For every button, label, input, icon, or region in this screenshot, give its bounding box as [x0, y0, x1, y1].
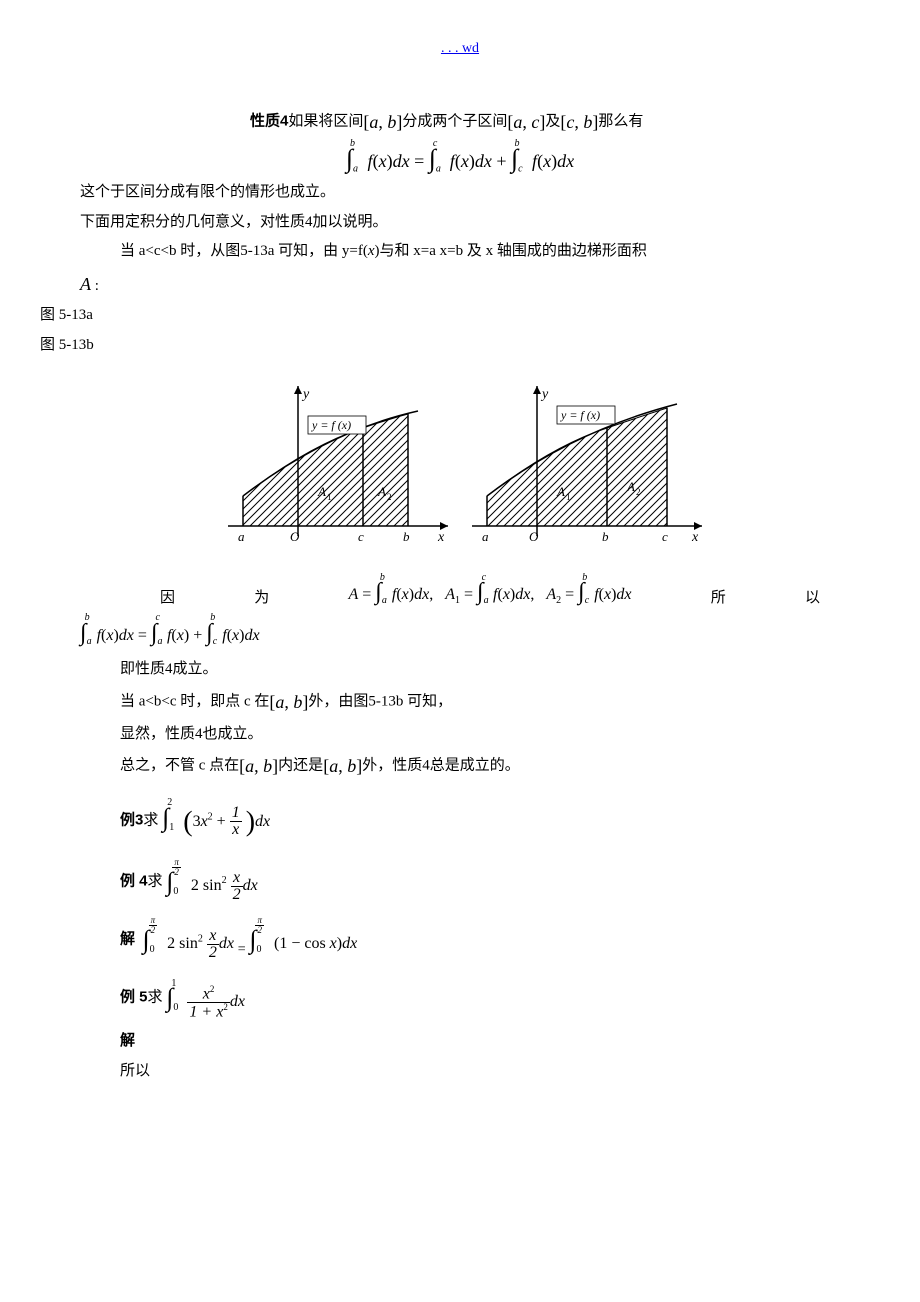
svg-text:A: A	[317, 484, 326, 499]
line-obvious: 显然，性质4也成立。	[80, 722, 840, 748]
summary-t1: 总之，不管 c 点在	[120, 758, 239, 774]
fig-a-label: 图 5-13a	[40, 303, 840, 329]
svg-text:x: x	[437, 530, 445, 545]
ex5-formula: ∫01 x2 1 + x2 dx	[166, 976, 245, 1020]
example-4-solution: 解 ∫0π2 2 sin2 x2dx = ∫0π2 (1 − cos x)dx	[80, 918, 840, 962]
line-finite: 这个于区间分成有限个的情形也成立。	[80, 180, 840, 206]
interval-ab: [a, b]	[363, 107, 402, 138]
property4-line: 性质4如果将区间[a, b]分成两个子区间[a, c]及[c, b]那么有	[80, 107, 840, 138]
solution-label: 解	[80, 1028, 840, 1055]
svg-text:y: y	[540, 387, 549, 402]
svg-text:A: A	[556, 484, 565, 499]
summary-t2: 内还是	[278, 758, 323, 774]
case2-t1: 当 a<b<c 时，即点 c 在	[120, 694, 269, 710]
ex3-formula: ∫12 (3x2 + 1x )dx	[162, 796, 270, 846]
case1-fx: (x)	[363, 239, 380, 265]
line-prop4-ok: 即性质4成立。	[80, 657, 840, 683]
ex3-label: 例3	[120, 811, 143, 828]
because-so-line: 因 为 A = ∫abf(x)dx, A1 = ∫acf(x)dx, A2 = …	[80, 579, 840, 606]
ex4-sol-lhs: ∫0π2 2 sin2 x2dx	[143, 918, 234, 962]
ex4-sol-rhs: ∫0π2 (1 − cos x)dx	[249, 918, 357, 962]
figures-container: y x a O c b A 1 A 2 y = f (x) y x a O	[80, 376, 840, 561]
ex4-sol-eq: =	[238, 938, 246, 962]
property4-text3: 及	[545, 114, 560, 130]
because-wei: 为	[254, 586, 269, 607]
example-3: 例3求 ∫12 (3x2 + 1x )dx	[80, 796, 840, 846]
line-formula2: ∫abf(x)dx = ∫acf(x) + ∫cbf(x)dx	[80, 613, 840, 654]
svg-text:y = f (x): y = f (x)	[311, 418, 351, 432]
svg-text:O: O	[529, 529, 539, 544]
line-summary: 总之，不管 c 点在[a, b]内还是[a, b]外，性质4总是成立的。	[80, 751, 840, 782]
svg-text:c: c	[662, 529, 668, 544]
header-link-text[interactable]: . . . wd	[441, 41, 479, 56]
figure-5-13b: y x a O b c A 1 A 2 y = f (x)	[462, 376, 712, 556]
summary-ab2: [a, b]	[323, 751, 362, 782]
interval-cb: [c, b]	[560, 107, 598, 138]
ex5-label: 例 5	[120, 989, 148, 1006]
property4-text2: 分成两个子区间	[402, 114, 507, 130]
svg-text:a: a	[482, 529, 489, 544]
so-yi: 以	[805, 586, 820, 607]
so-suo: 所	[711, 586, 726, 607]
case2-t2: 外，由图5-13b 可知，	[308, 694, 452, 710]
line-case1: 当 a<c<b 时，从图5-13a 可知，由 y=f(x)与和 x=a x=b …	[80, 239, 840, 265]
ex3-qiu: 求	[143, 812, 158, 828]
svg-text:2: 2	[387, 492, 392, 502]
svg-text:1: 1	[566, 492, 571, 502]
header-link: . . . wd	[80, 40, 840, 57]
summary-ab1: [a, b]	[239, 751, 278, 782]
center-formula: ∫ab f(x)dx = ∫ac f(x)dx + ∫cb f(x)dx	[80, 144, 840, 175]
case2-ab: [a, b]	[269, 687, 308, 718]
line-case2: 当 a<b<c 时，即点 c 在[a, b]外，由图5-13b 可知，	[80, 687, 840, 718]
ex4-label: 例 4	[120, 872, 148, 889]
svg-text:2: 2	[636, 487, 641, 497]
figure-5-13a: y x a O c b A 1 A 2 y = f (x)	[208, 376, 458, 556]
ex4-sol-label: 解	[120, 930, 135, 947]
svg-text:c: c	[358, 529, 364, 544]
svg-text:a: a	[238, 529, 245, 544]
svg-text:A: A	[377, 484, 386, 499]
example-4: 例 4求 ∫0π2 2 sin2 x2dx	[80, 860, 840, 904]
case1-t2: 与和 x=a x=b 及 x 轴围成的曲边梯形面积	[380, 243, 647, 259]
formula-A-def: A = ∫abf(x)dx, A1 = ∫acf(x)dx, A2 = ∫cbf…	[348, 579, 631, 606]
line-explain: 下面用定积分的几何意义，对性质4加以说明。	[80, 210, 840, 236]
svg-text:x: x	[691, 530, 699, 545]
summary-t3: 外，性质4总是成立的。	[362, 758, 520, 774]
property4-text1: 如果将区间	[288, 114, 363, 130]
svg-text:b: b	[602, 529, 609, 544]
case1-t1: 当 a<c<b 时，从图5-13a 可知，由 y=f	[120, 243, 363, 259]
so-label-line: 所以	[80, 1059, 840, 1085]
svg-text:A: A	[626, 479, 635, 494]
ex5-qiu: 求	[148, 990, 163, 1006]
ex4-formula: ∫0π2 2 sin2 x2dx	[166, 860, 257, 904]
fig-b-label: 图 5-13b	[40, 333, 840, 359]
interval-ac: [a, c]	[507, 107, 545, 138]
example-5: 例 5求 ∫01 x2 1 + x2 dx	[80, 976, 840, 1020]
A-colon: A :	[80, 269, 840, 300]
svg-text:O: O	[290, 529, 300, 544]
because-yin: 因	[80, 586, 175, 607]
svg-text:y: y	[301, 387, 310, 402]
property4-text4: 那么有	[598, 114, 643, 130]
svg-text:1: 1	[327, 492, 332, 502]
ex4-qiu: 求	[148, 873, 163, 889]
svg-text:b: b	[403, 529, 410, 544]
sol-label: 解	[120, 1032, 135, 1049]
svg-text:y = f (x): y = f (x)	[560, 408, 600, 422]
property4-label: 性质4	[250, 113, 288, 130]
